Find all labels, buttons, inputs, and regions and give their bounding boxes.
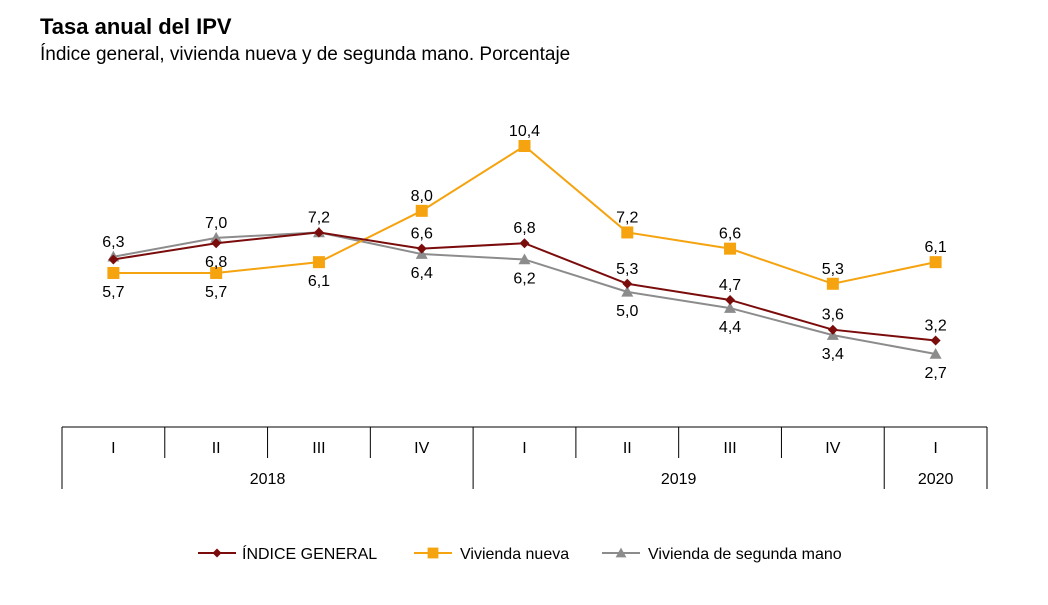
data-point [108, 254, 119, 265]
data-label: 6,6 [719, 226, 741, 243]
data-point [724, 302, 737, 313]
data-point [621, 226, 634, 239]
data-label: 7,2 [308, 209, 330, 226]
data-label: 6,8 [205, 254, 227, 271]
x-group-label: 2020 [918, 471, 954, 488]
data-label: 3,4 [822, 346, 844, 363]
data-label: 6,4 [411, 265, 433, 282]
data-label: 7,0 [205, 215, 227, 232]
data-point [826, 277, 839, 290]
data-point [519, 238, 530, 249]
data-point [724, 242, 737, 255]
data-point [415, 204, 428, 217]
data-point [210, 231, 223, 243]
x-tick-label: III [312, 440, 325, 457]
series-line [113, 231, 936, 355]
data-point [210, 266, 223, 279]
data-label: 6,6 [411, 226, 433, 243]
x-tick-label: I [522, 440, 526, 457]
chart-subtitle: Índice general, vivienda nueva y de segu… [40, 44, 571, 65]
data-label: 5,7 [102, 284, 124, 301]
x-group-label: 2018 [250, 471, 286, 488]
data-point [518, 253, 531, 265]
legend-label: Vivienda nueva [460, 546, 569, 563]
data-label: 10,4 [509, 123, 540, 140]
legend-marker [212, 548, 222, 558]
data-point [621, 285, 634, 297]
data-label: 2,7 [924, 365, 946, 382]
data-label: 5,3 [616, 261, 638, 278]
legend-label: ÍNDICE GENERAL [242, 544, 377, 563]
x-tick-label: I [111, 440, 115, 457]
legend-marker [615, 547, 627, 558]
legend-label: Vivienda de segunda mano [648, 546, 842, 563]
x-tick-label: II [623, 440, 632, 457]
data-point [107, 266, 120, 279]
chart-title: Tasa anual del IPV [40, 14, 232, 39]
data-point [211, 238, 222, 249]
data-label: 3,2 [924, 317, 946, 334]
data-label: 7,2 [616, 209, 638, 226]
x-tick-label: II [212, 440, 221, 457]
data-label: 6,1 [924, 239, 946, 256]
data-point [518, 140, 531, 152]
data-point [930, 335, 941, 346]
data-label: 6,3 [102, 234, 124, 251]
data-point [312, 256, 325, 269]
x-tick-label: IV [825, 440, 840, 457]
data-point [313, 227, 324, 238]
data-label: 6,1 [308, 273, 330, 290]
x-tick-label: III [723, 440, 736, 457]
data-label: 6,2 [513, 270, 535, 287]
data-point [622, 278, 633, 289]
data-label: 4,4 [719, 319, 741, 336]
data-point [827, 324, 838, 335]
data-label: 6,8 [513, 220, 535, 237]
data-label: 5,0 [616, 303, 638, 320]
data-point [416, 243, 427, 254]
data-point [929, 348, 942, 359]
data-point [725, 294, 736, 305]
x-group-label: 2019 [661, 471, 697, 488]
legend-marker [427, 547, 439, 559]
data-label: 4,7 [719, 277, 741, 294]
data-label: 8,0 [411, 188, 433, 205]
data-label: 5,7 [205, 284, 227, 301]
data-label: 3,6 [822, 307, 844, 324]
x-tick-label: IV [414, 440, 429, 457]
data-point [929, 256, 942, 269]
x-tick-label: I [933, 440, 937, 457]
data-label: 5,3 [822, 261, 844, 278]
